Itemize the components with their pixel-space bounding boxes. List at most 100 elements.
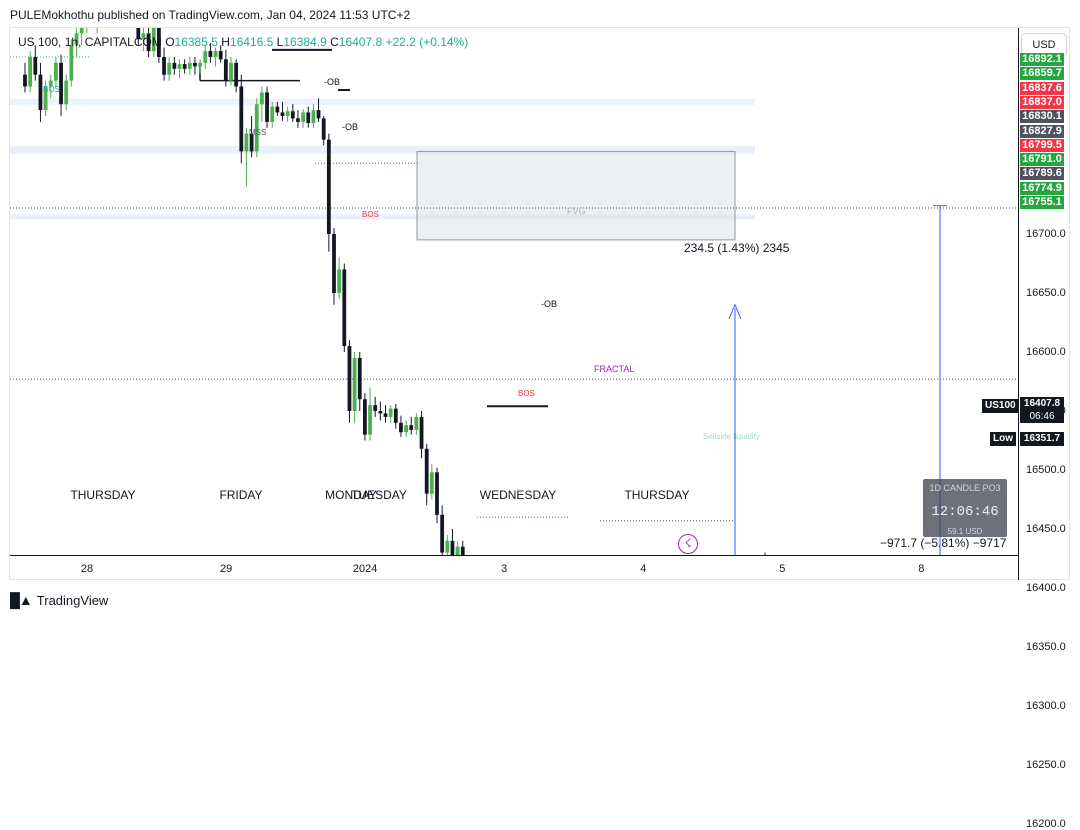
price-tick-label: 16400.0: [1026, 582, 1066, 594]
candle-body: [363, 399, 367, 435]
price-stack-label: 16791.0: [1020, 153, 1064, 167]
price-tick-label: 16500.0: [1026, 464, 1066, 476]
time-tick-label: 29: [219, 563, 233, 575]
candle-body: [332, 234, 336, 293]
legend-symbol: US 100, 1h, CAPITALCOM: [18, 35, 162, 49]
po3-title: 1D CANDLE PO3: [929, 483, 1001, 493]
candle-body: [249, 133, 254, 152]
candle-body: [409, 425, 414, 430]
candle-body: [280, 112, 285, 116]
candle-body: [146, 33, 151, 52]
price-tick-label: 16300.0: [1026, 700, 1066, 712]
candle-body: [239, 86, 244, 152]
time-tick-label: 8: [918, 563, 925, 575]
low-tag-label: Low: [990, 432, 1016, 446]
candle-body: [69, 45, 74, 81]
candle-body: [342, 269, 347, 347]
candle-body: [141, 33, 146, 40]
candle-body: [254, 104, 259, 152]
candle-body: [455, 546, 460, 555]
candle-body: [203, 51, 208, 63]
annotation-bos-red-2: BOS: [518, 389, 535, 398]
day-label: TUESDAY: [351, 488, 407, 502]
candle-body: [460, 546, 465, 555]
candle-body: [229, 62, 233, 81]
candle-body: [38, 74, 43, 111]
candle-body: [445, 540, 450, 553]
legend-h-label: H: [221, 35, 230, 49]
price-stack-label: 16799.5: [1020, 138, 1064, 152]
candle-body: [162, 57, 166, 75]
candle-body: [316, 110, 321, 119]
candle-body: [326, 139, 331, 234]
candle-body: [399, 422, 403, 433]
legend-o-value: 16385.5: [174, 35, 218, 49]
price-stack-label: 16774.9: [1020, 181, 1064, 195]
candle-body: [285, 111, 290, 116]
candle-body: [48, 80, 53, 87]
annotation-mss: MSS: [249, 128, 267, 137]
time-tick-label: 3: [501, 563, 508, 575]
zone-band-3: [10, 214, 755, 220]
time-tick-label: 2024: [352, 563, 378, 575]
lightning-icon[interactable]: ☇: [678, 534, 698, 554]
price-tick-label: 16250.0: [1026, 759, 1066, 771]
candle-body: [368, 405, 372, 435]
candle-body: [301, 112, 305, 122]
price-stack-label: 16755.1: [1020, 196, 1064, 209]
time-tick-label: 28: [80, 563, 94, 575]
candle-body: [74, 33, 79, 46]
candle-body: [33, 57, 38, 75]
zone-band-1: [10, 98, 755, 105]
fvg-box: [416, 150, 736, 241]
candle-body: [218, 51, 223, 60]
price-tick-label: 16600.0: [1026, 346, 1066, 358]
measure-short-label: 234.5 (1.43%) 2345: [684, 241, 790, 255]
candle-body: [208, 51, 213, 57]
candle-body: [64, 80, 69, 105]
candle-body: [151, 28, 156, 52]
candle-body: [23, 74, 27, 87]
candle-body: [59, 62, 63, 105]
last-price-value: 16407.8: [1023, 398, 1061, 409]
po3-range: 59.1 USD: [947, 527, 983, 536]
day-label: THURSDAY: [624, 488, 690, 502]
candle-body: [43, 86, 48, 111]
day-label: MONDAY: [325, 488, 377, 502]
price-tick-label: 16450.0: [1026, 523, 1066, 535]
price-axis-divider: [1018, 28, 1019, 580]
symbol-tag: US100: [982, 399, 1019, 413]
candle-body: [265, 92, 269, 122]
annotation-bos-red-1: BOS: [362, 210, 379, 219]
annotation-sellside: Sellside liquidity: [703, 432, 760, 441]
price-tick-label: 16650.0: [1026, 287, 1066, 299]
measure-long-label: −971.7 (−5.81%) −9717: [880, 536, 1007, 550]
chart-frame: [9, 27, 1070, 580]
candle-body: [404, 425, 408, 433]
day-label: WEDNESDAY: [479, 488, 557, 502]
candle-body: [347, 346, 352, 411]
price-stack-label: 16892.1: [1020, 53, 1064, 66]
candle-body: [321, 118, 326, 140]
price-tick-label: 16350.0: [1026, 641, 1066, 653]
candle-body: [290, 111, 295, 119]
chart-svg: [10, 28, 1018, 555]
time-axis-divider: [10, 555, 1018, 556]
candle-body: [198, 62, 202, 67]
candle-body: [357, 357, 362, 400]
candle-body: [311, 110, 316, 124]
measure-short-head: [728, 303, 742, 320]
annotation-ob-2: -OB: [342, 122, 359, 132]
chart-plot-area[interactable]: [10, 28, 1018, 555]
candle-body: [28, 57, 33, 87]
candle-body: [193, 62, 197, 67]
zone-band-2: [10, 146, 755, 155]
candle-body: [177, 64, 182, 69]
candle-body: [337, 269, 342, 293]
legend-l-value: 16384.9: [283, 35, 327, 49]
candle-body: [424, 448, 429, 494]
price-tick-label: 16200.0: [1026, 818, 1066, 830]
candle-body: [172, 62, 177, 69]
symbol-legend: US 100, 1h, CAPITALCOM O16385.5 H16416.5…: [18, 35, 468, 49]
legend-c-label: C: [330, 35, 339, 49]
